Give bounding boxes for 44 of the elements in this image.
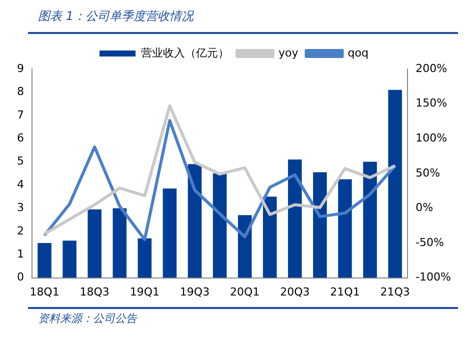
legend-label: 营业收入（亿元） xyxy=(141,46,230,60)
y2-tick-label: 100% xyxy=(416,131,448,144)
bar xyxy=(288,159,302,278)
bar xyxy=(338,179,352,278)
bar xyxy=(188,164,202,278)
x-tick-label: 18Q3 xyxy=(80,285,110,298)
bar xyxy=(212,173,227,278)
x-tick-label: 21Q3 xyxy=(380,285,410,298)
y-tick-label: 8 xyxy=(17,85,24,98)
x-tick-label: 18Q1 xyxy=(30,285,60,298)
x-tick-label: 19Q1 xyxy=(130,285,160,298)
x-tick-label: 21Q1 xyxy=(330,285,360,298)
legend-label: yoy xyxy=(278,46,299,60)
bar xyxy=(313,172,327,278)
y-tick-label: 4 xyxy=(17,178,24,191)
y-tick-label: 1 xyxy=(17,247,24,260)
bar xyxy=(262,196,277,278)
y2-tick-label: -100% xyxy=(416,270,452,284)
y-tick-label: 2 xyxy=(17,224,24,238)
y2-tick-label: -50% xyxy=(416,236,444,249)
y-tick-label: 9 xyxy=(17,62,24,75)
y-tick-label: 5 xyxy=(17,154,24,168)
y-tick-label: 0 xyxy=(17,270,24,284)
x-tick-label: 20Q3 xyxy=(280,285,310,298)
y2-tick-label: 150% xyxy=(416,96,448,110)
y2-tick-label: 50% xyxy=(416,166,440,180)
bar xyxy=(162,188,177,278)
bar xyxy=(112,208,127,278)
y-tick-label: 6 xyxy=(17,131,24,144)
bar xyxy=(363,162,377,278)
bar xyxy=(388,90,402,278)
bar xyxy=(38,243,52,278)
text: 资料来源：公司公告 xyxy=(38,311,137,326)
y-tick-label: 7 xyxy=(17,108,24,122)
x-tick-label: 19Q3 xyxy=(180,285,210,298)
chart-title: 图表 1：公司单季度营收情况 xyxy=(38,8,194,25)
bar xyxy=(88,209,102,278)
legend-label: qoq xyxy=(348,46,368,60)
y-tick-label: 3 xyxy=(17,201,24,214)
y2-tick-label: 200% xyxy=(416,62,448,75)
bar xyxy=(138,238,152,278)
x-tick-label: 20Q1 xyxy=(230,285,260,298)
y2-tick-label: 0% xyxy=(416,201,434,214)
bar xyxy=(62,240,76,278)
